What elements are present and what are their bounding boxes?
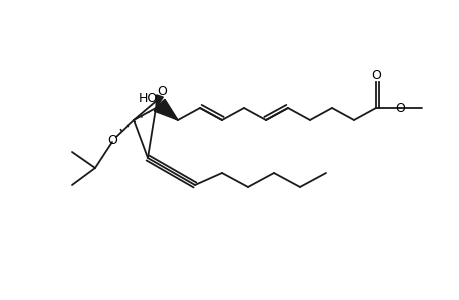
Text: O: O [370, 68, 380, 82]
Text: O: O [157, 85, 167, 98]
Polygon shape [156, 95, 163, 108]
Text: HO: HO [138, 92, 157, 104]
Polygon shape [154, 105, 178, 120]
Polygon shape [159, 99, 178, 120]
Text: O: O [107, 134, 117, 146]
Text: O: O [394, 101, 404, 115]
